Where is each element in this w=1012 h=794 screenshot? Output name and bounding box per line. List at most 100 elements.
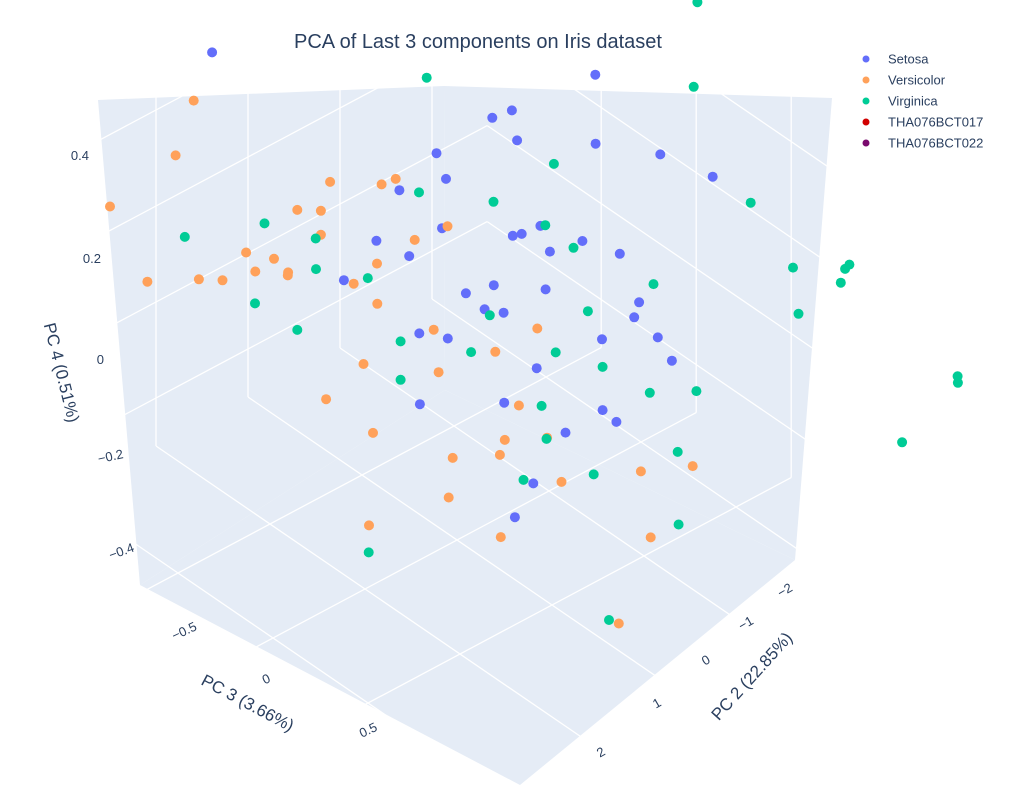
data-point[interactable] — [372, 298, 383, 309]
data-point[interactable] — [835, 277, 846, 288]
data-point[interactable] — [560, 427, 571, 438]
data-point[interactable] — [528, 478, 539, 489]
data-point[interactable] — [442, 221, 453, 232]
data-point[interactable] — [516, 228, 527, 239]
data-point[interactable] — [490, 346, 501, 357]
data-point[interactable] — [488, 280, 499, 291]
data-point[interactable] — [368, 427, 378, 438]
data-point[interactable] — [371, 235, 382, 246]
data-point[interactable] — [611, 416, 622, 427]
data-point[interactable] — [259, 218, 270, 229]
data-point[interactable] — [604, 615, 614, 625]
data-point[interactable] — [648, 279, 659, 290]
legend-item[interactable]: Virginica — [862, 94, 939, 109]
data-point[interactable] — [597, 334, 607, 345]
data-point[interactable] — [691, 386, 702, 397]
data-point[interactable] — [395, 336, 406, 347]
legend-item[interactable]: Setosa — [862, 52, 930, 67]
data-point[interactable] — [395, 374, 406, 385]
data-point[interactable] — [443, 492, 454, 503]
data-point[interactable] — [512, 135, 523, 146]
data-point[interactable] — [376, 179, 387, 190]
data-point[interactable] — [556, 476, 567, 487]
data-point[interactable] — [499, 397, 510, 408]
data-point[interactable] — [390, 173, 401, 184]
data-point[interactable] — [409, 234, 420, 245]
data-point[interactable] — [494, 449, 505, 460]
data-point[interactable] — [282, 270, 293, 281]
data-point[interactable] — [897, 437, 908, 448]
data-point[interactable] — [840, 263, 851, 274]
data-point[interactable] — [292, 324, 303, 335]
data-point[interactable] — [188, 95, 199, 106]
legend-item[interactable]: THA076BCT022 — [862, 136, 984, 151]
data-point[interactable] — [597, 361, 608, 372]
data-point[interactable] — [536, 400, 547, 411]
data-point[interactable] — [518, 474, 529, 485]
data-point[interactable] — [655, 149, 666, 160]
data-point[interactable] — [310, 233, 321, 244]
data-point[interactable] — [193, 274, 204, 285]
data-point[interactable] — [793, 308, 804, 319]
data-point[interactable] — [495, 532, 506, 543]
data-point[interactable] — [269, 253, 279, 264]
data-point[interactable] — [540, 284, 551, 295]
data-point[interactable] — [550, 347, 561, 358]
data-point[interactable] — [707, 171, 718, 182]
data-point[interactable] — [634, 297, 645, 308]
data-point[interactable] — [441, 173, 451, 184]
data-point[interactable] — [498, 307, 509, 318]
data-point[interactable] — [788, 262, 798, 273]
data-point[interactable] — [358, 359, 369, 369]
data-point[interactable] — [414, 328, 425, 339]
data-point[interactable] — [590, 138, 601, 149]
data-point[interactable] — [348, 278, 359, 289]
data-point[interactable] — [645, 532, 656, 543]
data-point[interactable] — [170, 150, 181, 161]
data-point[interactable] — [217, 275, 228, 286]
data-point[interactable] — [577, 236, 588, 246]
data-point[interactable] — [466, 347, 477, 358]
data-point[interactable] — [414, 399, 425, 410]
data-point[interactable] — [414, 187, 424, 198]
data-point[interactable] — [311, 264, 321, 275]
data-point[interactable] — [582, 306, 593, 317]
data-point[interactable] — [597, 405, 608, 416]
data-point[interactable] — [588, 469, 599, 480]
data-point[interactable] — [509, 512, 520, 523]
data-point[interactable] — [394, 185, 405, 196]
data-point[interactable] — [321, 394, 332, 405]
data-point[interactable] — [372, 258, 382, 269]
data-point[interactable] — [338, 275, 349, 286]
data-point[interactable] — [421, 72, 432, 83]
data-point[interactable] — [142, 276, 153, 287]
data-point[interactable] — [692, 0, 703, 8]
data-point[interactable] — [644, 387, 655, 398]
data-point[interactable] — [687, 461, 698, 472]
data-point[interactable] — [362, 273, 373, 284]
data-point[interactable] — [548, 158, 559, 169]
data-point[interactable] — [513, 400, 524, 411]
data-point[interactable] — [484, 310, 495, 321]
data-point[interactable] — [428, 324, 439, 335]
data-point[interactable] — [666, 355, 677, 366]
data-point[interactable] — [541, 433, 552, 444]
data-point[interactable] — [179, 231, 190, 242]
data-point[interactable] — [544, 246, 555, 257]
data-point[interactable] — [672, 446, 683, 457]
data-point[interactable] — [540, 220, 551, 231]
data-point[interactable] — [404, 251, 415, 262]
data-point[interactable] — [447, 452, 458, 463]
data-point[interactable] — [363, 547, 374, 558]
data-point[interactable] — [745, 197, 756, 208]
data-point[interactable] — [315, 205, 326, 216]
data-point[interactable] — [442, 333, 453, 344]
data-point[interactable] — [531, 363, 542, 374]
data-point[interactable] — [487, 112, 498, 123]
data-point[interactable] — [506, 105, 517, 116]
data-point[interactable] — [688, 81, 699, 92]
data-point[interactable] — [325, 176, 336, 187]
data-point[interactable] — [250, 298, 260, 309]
data-point[interactable] — [673, 519, 684, 530]
